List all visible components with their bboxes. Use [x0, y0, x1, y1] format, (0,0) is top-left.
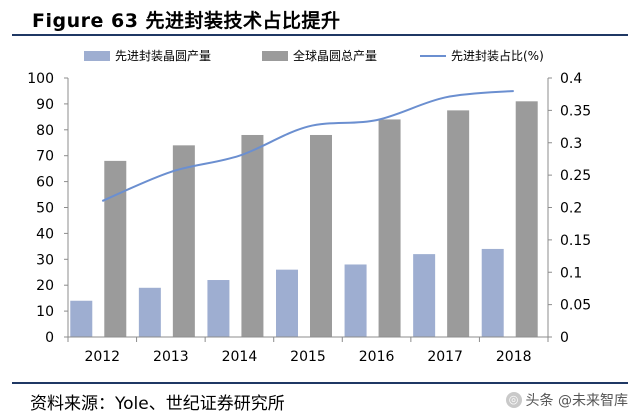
- y2-tick-label-0.35: 0.35: [560, 103, 591, 119]
- bar-total-2013: [172, 145, 195, 337]
- ratio-line: [101, 89, 514, 202]
- bar-advanced-2013: [138, 287, 161, 337]
- y2-tick-label-0.3: 0.3: [560, 136, 582, 152]
- bar-advanced-2012: [70, 300, 93, 337]
- y2-tick-label-0.05: 0.05: [560, 298, 591, 314]
- bar-total-2018: [515, 101, 538, 337]
- source-note: 资料来源：Yole、世纪证券研究所: [30, 394, 285, 414]
- watermark-text: 头条 @未来智库: [525, 393, 628, 409]
- footer-rule: [12, 382, 628, 384]
- combo-chart: 先进封装晶圆产量 全球晶圆总产量 先进封装占比(%) 0 10 20 30 40 50 60 70…: [27, 48, 591, 365]
- y-tick-label-40: 40: [36, 226, 54, 242]
- bar-total-2012: [104, 160, 127, 337]
- legend-swatch-advanced: [84, 51, 110, 61]
- bar-advanced-2018: [481, 248, 504, 337]
- y-tick-label-100: 100: [27, 71, 54, 87]
- axes-group: 0 10 20 30 40 50 60 70 80 90 100 0 0.05 0.1 0.15 0.2 0.2…: [27, 71, 591, 365]
- y-tick-label-90: 90: [36, 97, 54, 113]
- y2-tick-label-0.1: 0.1: [560, 265, 582, 281]
- line-series-group: [101, 89, 514, 202]
- x-tick-label-2013: 2013: [153, 349, 189, 365]
- y2-tick-label-0.4: 0.4: [560, 71, 582, 87]
- header-rule: [12, 34, 628, 36]
- bar-series-group: [70, 101, 538, 337]
- bar-advanced-2014: [207, 280, 230, 337]
- y2-tick-label-0.15: 0.15: [560, 233, 591, 249]
- y-tick-label-70: 70: [36, 149, 54, 165]
- x-tick-label-2017: 2017: [427, 349, 463, 365]
- legend-label-total: 全球晶圆总产量: [293, 48, 377, 63]
- bar-total-2015: [310, 134, 332, 337]
- y-tick-label-50: 50: [36, 201, 54, 217]
- figure-title: Figure 63 先进封装技术占比提升: [32, 10, 341, 32]
- figure-header: Figure 63 先进封装技术占比提升: [0, 0, 640, 36]
- bar-total-2014: [241, 134, 264, 337]
- y-tick-label-80: 80: [36, 123, 54, 139]
- x-tick-label-2016: 2016: [359, 349, 395, 365]
- x-tick-label-2012: 2012: [84, 349, 120, 365]
- toutiao-logo-icon: ◎: [505, 392, 522, 408]
- x-tick-label-2015: 2015: [290, 349, 326, 365]
- watermark: ◎ 头条 @未来智库: [505, 390, 628, 410]
- x-tick-label-2018: 2018: [496, 349, 532, 365]
- legend-label-advanced: 先进封装晶圆产量: [115, 49, 211, 63]
- y-tick-label-30: 30: [36, 252, 54, 268]
- bar-advanced-2016: [344, 264, 367, 337]
- chart-legend: 先进封装晶圆产量 全球晶圆总产量 先进封装占比(%): [84, 48, 544, 63]
- bar-total-2017: [447, 110, 470, 337]
- y-tick-label-0: 0: [45, 330, 54, 346]
- y-tick-label-60: 60: [36, 175, 54, 191]
- legend-label-ratio: 先进封装占比(%): [451, 48, 544, 63]
- legend-swatch-total: [262, 51, 288, 61]
- y-tick-label-10: 10: [36, 304, 54, 320]
- y2-tick-label-0.2: 0.2: [560, 201, 582, 217]
- x-tick-label-2014: 2014: [222, 349, 258, 365]
- y2-tick-label-0: 0: [560, 330, 569, 346]
- bar-advanced-2015: [276, 269, 298, 337]
- bar-advanced-2017: [413, 254, 436, 337]
- y-tick-label-20: 20: [36, 278, 54, 294]
- y2-tick-label-0.25: 0.25: [560, 168, 591, 184]
- bar-total-2016: [378, 119, 401, 337]
